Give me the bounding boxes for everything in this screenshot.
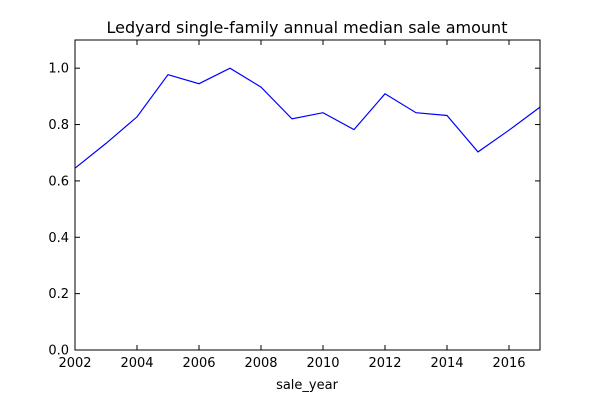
data-point [166, 73, 170, 77]
x-tick-label: 2006 [182, 356, 215, 371]
y-tick-label: 0.8 [48, 118, 69, 133]
data-point [507, 128, 511, 132]
x-tick-label: 2012 [368, 356, 401, 371]
data-point [290, 117, 294, 121]
plot-frame [74, 39, 541, 351]
y-tick-label: 0.2 [48, 287, 69, 302]
x-tick-label: 2002 [58, 356, 91, 371]
data-point [352, 128, 356, 132]
series-line [74, 67, 541, 169]
data-point [476, 150, 480, 154]
data-point [259, 85, 263, 89]
y-tick-label: 0.6 [48, 174, 69, 189]
chart-title: Ledyard single-family annual median sale… [107, 18, 508, 37]
x-tick-label: 2016 [492, 356, 525, 371]
data-point [445, 114, 449, 118]
data-point [414, 111, 418, 115]
x-tick-label: 2008 [244, 356, 277, 371]
x-axis-label: sale_year [276, 378, 339, 393]
data-point [321, 111, 325, 115]
data-point [383, 92, 387, 96]
x-tick-label: 2004 [120, 356, 153, 371]
y-tick-label: 0.0 [48, 344, 69, 359]
y-tick-label: 0.4 [48, 231, 69, 246]
x-tick-label: 2010 [306, 356, 339, 371]
data-point [104, 141, 108, 145]
data-point [197, 82, 201, 86]
data-point [135, 115, 139, 119]
data-point [228, 66, 232, 70]
x-tick-label: 2014 [430, 356, 463, 371]
ticks-layer: 2002 2004 2006 2008 2010 2012 2014 2016 0.0 0.2 0.… [48, 40, 540, 371]
series-layer [74, 66, 541, 169]
y-tick-label: 1.0 [48, 62, 69, 77]
